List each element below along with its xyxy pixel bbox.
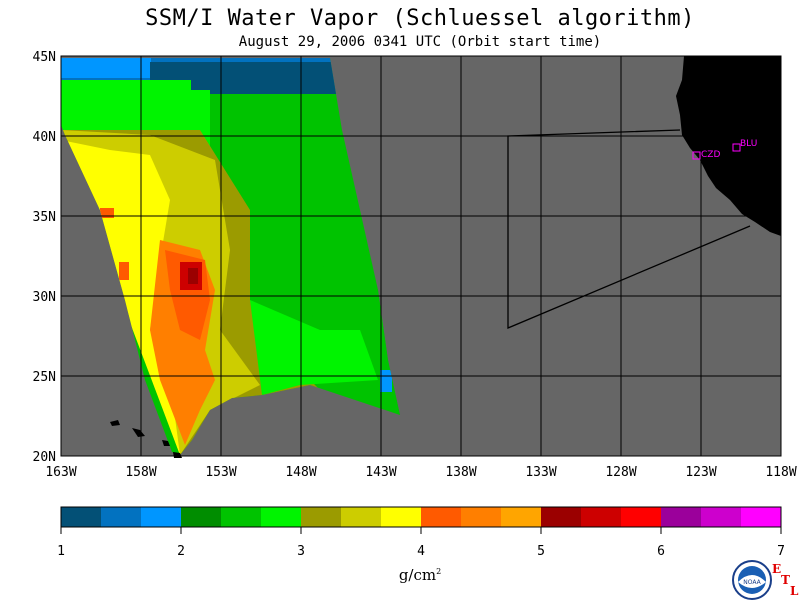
land-hawaii-2 [132, 428, 145, 437]
colorbar-tick-label: 3 [297, 544, 305, 559]
longitude-label: 158W [125, 465, 156, 480]
colorbar-swatch [741, 507, 782, 527]
longitude-label: 143W [365, 465, 396, 480]
colorbar-tick-label: 2 [177, 544, 185, 559]
map-frame [60, 55, 782, 457]
station-blu-marker [732, 143, 741, 152]
chart-title: SSM/I Water Vapor (Schluessel algorithm) [145, 6, 695, 31]
etl-logo-t: T [781, 573, 790, 587]
noaa-logo: NOAA [732, 560, 772, 600]
latitude-label: 35N [33, 210, 56, 225]
graticule [61, 56, 781, 456]
longitude-label: 153W [205, 465, 236, 480]
etl-logo-e: E [772, 562, 782, 576]
colorbar-tick-label: 4 [417, 544, 425, 559]
longitude-label: 128W [605, 465, 636, 480]
colorbar-swatch [461, 507, 502, 527]
colorbar-swatch [701, 507, 742, 527]
colorbar-swatch [181, 507, 222, 527]
colorbar-swatch [261, 507, 302, 527]
longitude-label: 123W [685, 465, 716, 480]
colorbar-swatch [501, 507, 542, 527]
colorbar-swatch [61, 507, 102, 527]
colorbar-tick-label: 6 [657, 544, 665, 559]
longitude-label: 118W [765, 465, 796, 480]
colorbar-tick-label: 5 [537, 544, 545, 559]
colorbar-swatch [141, 507, 182, 527]
latitude-label: 20N [33, 450, 56, 465]
colorbar-swatch [221, 507, 262, 527]
station-czd-label: CZD [701, 150, 720, 160]
latitude-label: 45N [33, 50, 56, 65]
colorbar-swatch [421, 507, 462, 527]
station-blu-label: BLU [740, 139, 757, 149]
longitude-label: 133W [525, 465, 556, 480]
colorbar-tick-label: 1 [57, 544, 65, 559]
colorbar-tick-label: 7 [777, 544, 785, 559]
colorbar-swatch [541, 507, 582, 527]
longitude-labels: 163W 158W 153W 148W 143W 138W 133W 128W 123W 118W [45, 465, 796, 480]
longitude-label: 163W [45, 465, 76, 480]
latitude-label: 25N [33, 370, 56, 385]
chart-subtitle: August 29, 2006 0341 UTC (Orbit start ti… [238, 34, 602, 50]
colorbar-swatch [301, 507, 342, 527]
longitude-label: 138W [445, 465, 476, 480]
colorbar-swatch [381, 507, 422, 527]
colorbar-swatch [581, 507, 622, 527]
latitude-label: 40N [33, 130, 56, 145]
latitude-label: 30N [33, 290, 56, 305]
land-hawaii-1 [110, 420, 120, 426]
land-california [676, 56, 781, 236]
etl-logo-l: L [790, 584, 799, 598]
colorbar-swatch [621, 507, 662, 527]
region-outline [507, 129, 751, 329]
latitude-labels: 45N 40N 35N 30N 25N 20N [33, 50, 56, 465]
colorbar-units: g/cm2 [398, 566, 442, 584]
colorbar-swatch [101, 507, 142, 527]
colorbar-swatch [661, 507, 702, 527]
station-czd-marker [692, 151, 701, 160]
colorbar-swatch [341, 507, 382, 527]
noaa-logo-text: NOAA [743, 579, 761, 586]
longitude-label: 148W [285, 465, 316, 480]
colorbar [61, 507, 782, 527]
land-hawaii-3 [162, 440, 170, 446]
colorbar-ticks: 1 2 3 4 5 6 7 [57, 527, 785, 559]
